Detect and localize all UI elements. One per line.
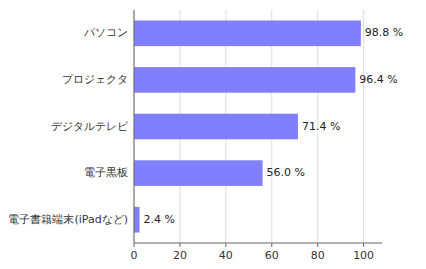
tick-label: 40 xyxy=(219,249,233,262)
bar xyxy=(134,114,298,140)
tick-mark xyxy=(363,243,364,247)
data-label: 56.0 % xyxy=(267,166,305,179)
category-label: 電子黒板 xyxy=(84,166,128,179)
category-label: パソコン xyxy=(83,26,128,39)
bar xyxy=(134,67,355,93)
tick-label: 80 xyxy=(311,249,325,262)
chart: 0 20 40 60 80 100 電子書籍端末(iPadなど) 電子黒板 デジタルテレビ プロジ… xyxy=(0,0,426,269)
data-label: 98.8 % xyxy=(365,26,403,39)
category-label: デジタルテレビ xyxy=(51,120,129,133)
bars xyxy=(134,20,361,232)
category-label: 電子書籍端末(iPadなど) xyxy=(8,213,128,226)
tick-mark xyxy=(271,243,272,247)
tick-label: 20 xyxy=(173,249,187,262)
data-label: 71.4 % xyxy=(302,120,340,133)
tick-label: 100 xyxy=(353,249,374,262)
tick-mark xyxy=(179,243,180,247)
bar xyxy=(134,207,140,233)
grid-line xyxy=(134,10,135,243)
category-label: プロジェクタ xyxy=(62,73,128,86)
tick-mark xyxy=(317,243,318,247)
bar xyxy=(134,20,361,46)
grid-line xyxy=(363,10,364,243)
tick-label: 60 xyxy=(265,249,279,262)
tick-label: 0 xyxy=(131,249,138,262)
bar xyxy=(134,160,263,186)
y-axis-line xyxy=(134,10,135,243)
data-label: 96.4 % xyxy=(359,73,397,86)
tick-mark xyxy=(134,243,135,247)
x-axis-line xyxy=(134,243,382,244)
data-label: 2.4 % xyxy=(144,213,175,226)
tick-mark xyxy=(225,243,226,247)
